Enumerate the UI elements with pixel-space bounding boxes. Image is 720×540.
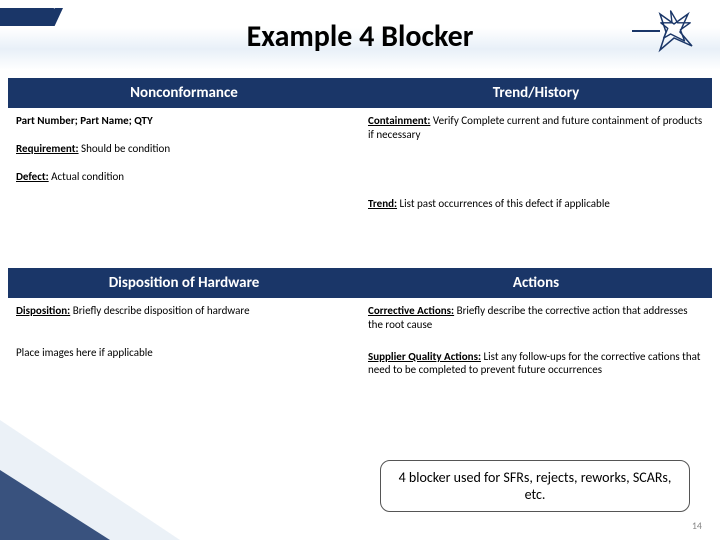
bg-triangle-dark [0,470,110,540]
q1-item: Part Number; Part Name; QTY [16,114,352,128]
q1-item: Defect: Actual condition [16,170,352,184]
q3-header: Disposition of Hardware [8,268,360,298]
q2-item: Trend: List past occurrences of this def… [368,197,704,211]
four-blocker-grid: Nonconformance Trend/History Part Number… [8,78,712,408]
q3-item: Disposition: Briefly describe dispositio… [16,304,352,318]
q4-item: Supplier Quality Actions: List any follo… [368,350,704,378]
title-stripe [0,8,55,26]
q2-body: Containment: Verify Complete current and… [360,108,712,268]
star-logo-icon [630,6,700,56]
callout-box: 4 blocker used for SFRs, rejects, rework… [380,460,690,512]
title-bar: Example 4 Blocker [0,0,720,70]
q4-item: Corrective Actions: Briefly describe the… [368,304,704,332]
page-number: 14 [692,519,702,532]
q3-body: Disposition: Briefly describe dispositio… [8,298,360,408]
q2-header: Trend/History [360,78,712,108]
q1-item: Requirement: Should be condition [16,142,352,156]
q3-item: Place images here if applicable [16,346,352,360]
q4-header: Actions [360,268,712,298]
q1-body: Part Number; Part Name; QTY Requirement:… [8,108,360,268]
q2-item: Containment: Verify Complete current and… [368,114,704,142]
page-title: Example 4 Blocker [0,0,720,55]
q4-body: Corrective Actions: Briefly describe the… [360,298,712,408]
q1-header: Nonconformance [8,78,360,108]
